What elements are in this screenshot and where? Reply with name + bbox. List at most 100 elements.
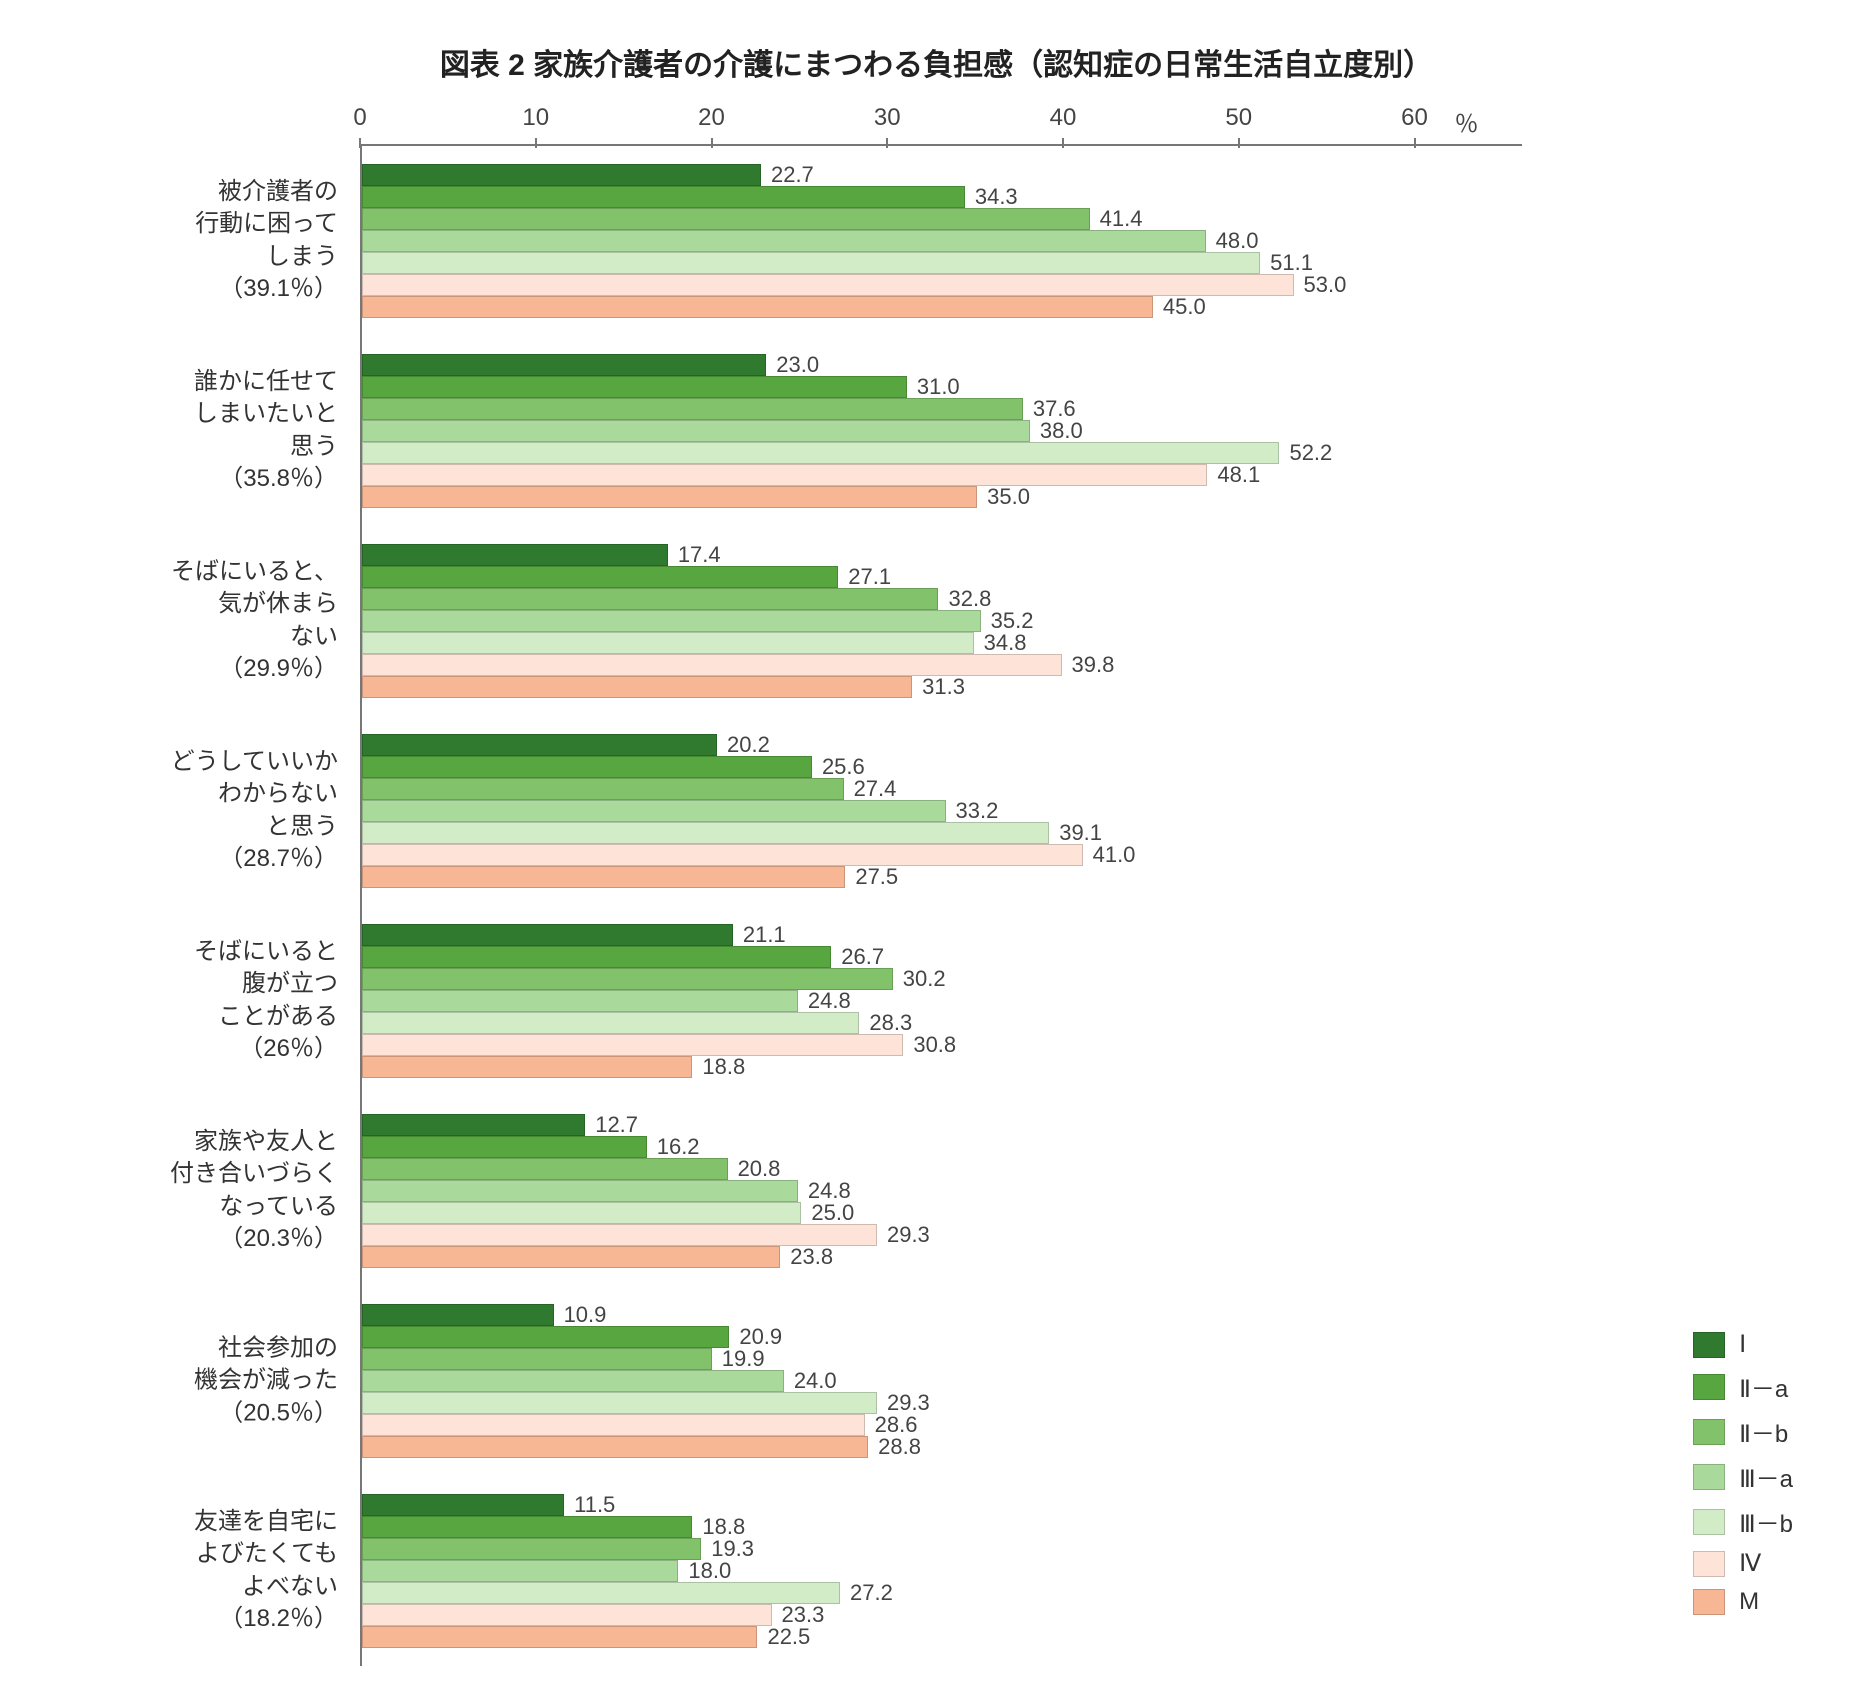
bar xyxy=(362,442,1279,464)
bar-value-label: 11.5 xyxy=(574,1492,615,1518)
bar-value-label: 27.5 xyxy=(855,864,898,890)
bar-row: 24.8 xyxy=(362,990,1522,1012)
category-label: 被介護者の 行動に困って しまう （39.1％） xyxy=(78,176,362,306)
bar-value-label: 25.0 xyxy=(811,1200,854,1226)
bar-value-label: 24.8 xyxy=(808,988,851,1014)
legend-label: M xyxy=(1739,1588,1759,1616)
bar xyxy=(362,968,893,990)
bar-row: 39.1 xyxy=(362,822,1522,844)
x-tick: 0 xyxy=(353,104,366,132)
bar-row: 27.5 xyxy=(362,866,1522,888)
category-group: 誰かに任せて しまいたいと 思う （35.8％）23.031.037.638.0… xyxy=(362,336,1522,526)
bar-row: 29.3 xyxy=(362,1392,1522,1414)
bar xyxy=(362,354,766,376)
legend-swatch xyxy=(1693,1551,1725,1577)
bar-value-label: 18.8 xyxy=(702,1054,745,1080)
bar xyxy=(362,1392,877,1414)
bar xyxy=(362,866,845,888)
bar-row: 35.2 xyxy=(362,610,1522,632)
bar-value-label: 31.3 xyxy=(922,674,965,700)
category-label: 友達を自宅に よびたくても よべない （18.2％） xyxy=(78,1506,362,1636)
bar-value-label: 34.3 xyxy=(975,184,1018,210)
bar xyxy=(362,544,668,566)
legend-item: Ⅲ－b xyxy=(1693,1504,1793,1539)
bar-value-label: 18.0 xyxy=(688,1558,731,1584)
bar-value-label: 33.2 xyxy=(956,798,999,824)
bar-value-label: 20.2 xyxy=(727,732,770,758)
legend: ⅠⅡ－aⅡ－bⅢ－aⅢ－bⅣM xyxy=(1693,1320,1793,1626)
bar-row: 22.7 xyxy=(362,164,1522,186)
bar xyxy=(362,990,798,1012)
bar-row: 19.9 xyxy=(362,1348,1522,1370)
bar-row: 48.0 xyxy=(362,230,1522,252)
bar xyxy=(362,1012,859,1034)
bar-row: 39.8 xyxy=(362,654,1522,676)
bar xyxy=(362,274,1294,296)
bar-row: 41.4 xyxy=(362,208,1522,230)
bar xyxy=(362,1516,692,1538)
bar-value-label: 26.7 xyxy=(841,944,884,970)
bar-row: 35.0 xyxy=(362,486,1522,508)
bar-row: 28.8 xyxy=(362,1436,1522,1458)
bar-value-label: 48.0 xyxy=(1216,228,1259,254)
bar xyxy=(362,230,1206,252)
bar xyxy=(362,1604,772,1626)
bar-row: 27.1 xyxy=(362,566,1522,588)
bar-row: 23.0 xyxy=(362,354,1522,376)
bar xyxy=(362,800,946,822)
bar xyxy=(362,1436,868,1458)
bar-value-label: 48.1 xyxy=(1217,462,1260,488)
bar xyxy=(362,420,1030,442)
bar-row: 32.8 xyxy=(362,588,1522,610)
bar-value-label: 12.7 xyxy=(595,1112,638,1138)
bar-row: 20.9 xyxy=(362,1326,1522,1348)
x-axis-unit: ％ xyxy=(1455,104,1479,139)
x-axis: 0102030405060％ xyxy=(360,104,1520,144)
bar xyxy=(362,778,844,800)
bar xyxy=(362,1180,798,1202)
bar-value-label: 28.3 xyxy=(869,1010,912,1036)
bar-row: 37.6 xyxy=(362,398,1522,420)
bar xyxy=(362,1494,564,1516)
bar xyxy=(362,1304,554,1326)
bar xyxy=(362,1370,784,1392)
x-tick: 20 xyxy=(698,104,725,132)
bar-value-label: 10.9 xyxy=(564,1302,607,1328)
bar-row: 28.3 xyxy=(362,1012,1522,1034)
x-tick: 50 xyxy=(1225,104,1252,132)
bar-row: 24.0 xyxy=(362,1370,1522,1392)
bar xyxy=(362,756,812,778)
bar xyxy=(362,566,838,588)
bar xyxy=(362,376,907,398)
category-group: 被介護者の 行動に困って しまう （39.1％）22.734.341.448.0… xyxy=(362,146,1522,336)
category-label: そばにいると、 気が休まら ない （29.9％） xyxy=(78,556,362,686)
bar-value-label: 27.4 xyxy=(854,776,897,802)
bar-row: 11.5 xyxy=(362,1494,1522,1516)
legend-item: M xyxy=(1693,1588,1793,1616)
category-group: そばにいると 腹が立つ ことがある （26％）21.126.730.224.82… xyxy=(362,906,1522,1096)
bar-row: 41.0 xyxy=(362,844,1522,866)
bar xyxy=(362,1114,585,1136)
bar xyxy=(362,844,1083,866)
legend-item: Ⅲ－a xyxy=(1693,1459,1793,1494)
bar-value-label: 24.0 xyxy=(794,1368,837,1394)
bar-value-label: 21.1 xyxy=(743,922,786,948)
bar-row: 19.3 xyxy=(362,1538,1522,1560)
category-label: 家族や友人と 付き合いづらく なっている （20.3％） xyxy=(78,1126,362,1256)
bar-row: 16.2 xyxy=(362,1136,1522,1158)
bar-row: 10.9 xyxy=(362,1304,1522,1326)
bar xyxy=(362,1056,692,1078)
bar-row: 29.3 xyxy=(362,1224,1522,1246)
bar xyxy=(362,1538,701,1560)
bar-value-label: 28.8 xyxy=(878,1434,921,1460)
bar-row: 18.8 xyxy=(362,1056,1522,1078)
category-group: そばにいると、 気が休まら ない （29.9％）17.427.132.835.2… xyxy=(362,526,1522,716)
bar-value-label: 32.8 xyxy=(948,586,991,612)
bar-value-label: 31.0 xyxy=(917,374,960,400)
bar xyxy=(362,186,965,208)
bar-row: 23.8 xyxy=(362,1246,1522,1268)
bar-value-label: 27.1 xyxy=(848,564,891,590)
legend-item: Ⅰ xyxy=(1693,1330,1793,1359)
bar-row: 18.0 xyxy=(362,1560,1522,1582)
chart-title: 図表 2 家族介護者の介護にまつわる負担感（認知症の日常生活自立度別） xyxy=(60,40,1813,84)
